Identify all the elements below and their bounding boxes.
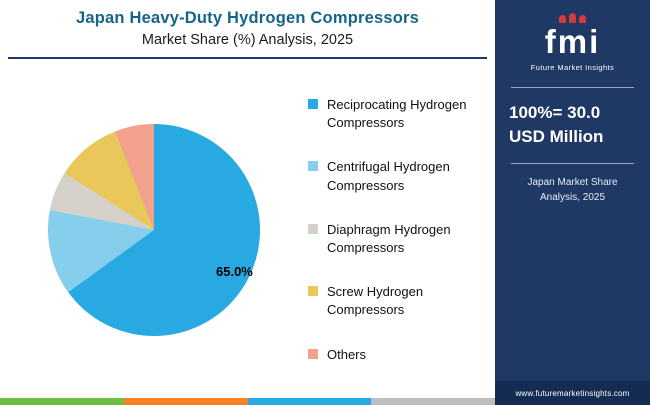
legend-swatch-reciprocating — [308, 99, 318, 109]
chart-panel: Japan Heavy-Duty Hydrogen Compressors Ma… — [0, 0, 495, 405]
strip-segment-green — [0, 398, 124, 405]
legend-item: Others — [308, 346, 486, 364]
legend-swatch-screw — [308, 286, 318, 297]
strip-segment-gray — [371, 398, 495, 405]
stat-unit: USD Million — [509, 126, 604, 146]
pie-slice-label: 65.0% — [216, 264, 253, 279]
chart-header: Japan Heavy-Duty Hydrogen Compressors Ma… — [0, 0, 495, 59]
sidebar: fmi Future Market Insights 100%= 30.0 US… — [495, 0, 650, 405]
website-url: www.futuremarketinsights.com — [495, 381, 650, 405]
legend-swatch-centrifugal — [308, 161, 318, 172]
sidebar-spacer — [495, 205, 650, 381]
logo-text: fmi — [544, 23, 601, 60]
market-size-stat: 100%= 30.0 USD Million — [495, 101, 650, 149]
legend-item: Screw Hydrogen Compressors — [308, 283, 486, 319]
legend-item: Diaphragm Hydrogen Compressors — [308, 221, 486, 257]
sidebar-caption: Japan Market Share Analysis, 2025 — [527, 176, 618, 203]
strip-segment-blue — [247, 398, 372, 405]
legend-swatch-diaphragm — [308, 223, 318, 234]
bottom-color-strip — [0, 398, 495, 405]
fmi-logo: fmi Future Market Insights — [495, 13, 650, 72]
people-icon — [495, 13, 650, 23]
chart-legend: Reciprocating Hydrogen Compressors Centr… — [308, 96, 486, 364]
legend-label: Centrifugal Hydrogen Compressors — [327, 159, 450, 193]
logo-subtitle: Future Market Insights — [530, 63, 615, 72]
person-icon — [569, 13, 576, 23]
sidebar-divider — [511, 162, 634, 164]
title-underline — [8, 57, 487, 59]
legend-label: Others — [327, 346, 367, 362]
legend-swatch-others — [308, 348, 318, 359]
sidebar-divider — [511, 87, 634, 88]
chart-title-line2: Market Share (%) Analysis, 2025 — [141, 32, 354, 48]
pie-chart — [48, 124, 260, 336]
legend-label: Diaphragm Hydrogen Compressors — [327, 221, 451, 255]
legend-label: Reciprocating Hydrogen Compressors — [327, 97, 467, 131]
person-icon — [559, 15, 566, 23]
stat-value: 100%= 30.0 — [509, 103, 601, 122]
strip-segment-orange — [123, 398, 248, 405]
legend-label: Screw Hydrogen Compressors — [327, 284, 424, 318]
chart-title-line1: Japan Heavy-Duty Hydrogen Compressors — [76, 9, 419, 27]
legend-item: Centrifugal Hydrogen Compressors — [308, 158, 486, 194]
person-icon — [579, 15, 586, 23]
legend-item: Reciprocating Hydrogen Compressors — [308, 96, 486, 132]
